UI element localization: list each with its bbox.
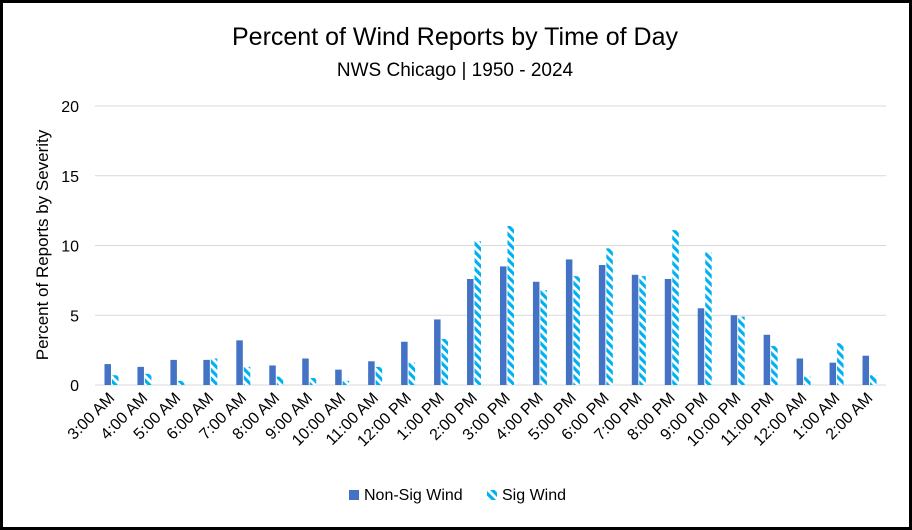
bar-sig-wind <box>210 358 218 385</box>
bar-non-sig-wind <box>862 355 870 385</box>
bar-sig-wind <box>639 276 646 385</box>
bar-non-sig-wind <box>829 362 837 385</box>
chart-subtitle: NWS Chicago | 1950 - 2024 <box>337 60 574 81</box>
bar-sig-wind <box>375 366 383 385</box>
bar-sig-wind <box>276 376 284 385</box>
bar-non-sig-wind <box>467 278 474 385</box>
bar-non-sig-wind <box>763 334 771 385</box>
y-tick-label: 10 <box>61 239 79 256</box>
y-tick-label: 0 <box>70 378 79 395</box>
bar-sig-wind <box>243 366 251 385</box>
bar-sig-wind <box>837 343 844 385</box>
bar-sig-wind <box>408 362 416 385</box>
bar-non-sig-wind <box>104 364 111 385</box>
bar-non-sig-wind <box>499 266 507 385</box>
bar-sig-wind <box>771 345 778 385</box>
bar-sig-wind <box>111 375 119 385</box>
legend-swatch-sig-wind <box>487 490 497 500</box>
y-tick-label: 15 <box>61 169 79 186</box>
bar-non-sig-wind <box>170 359 177 385</box>
bar-non-sig-wind <box>532 281 540 385</box>
bar-non-sig-wind <box>335 369 342 385</box>
bar-sig-wind <box>342 380 350 385</box>
bar-non-sig-wind <box>236 340 243 385</box>
bar-sig-wind <box>870 375 877 385</box>
chart-title: Percent of Wind Reports by Time of Day <box>232 23 679 51</box>
bar-sig-wind <box>474 241 482 385</box>
bar-non-sig-wind <box>796 358 804 385</box>
bar-non-sig-wind <box>565 259 573 385</box>
bar-sig-wind <box>804 376 811 385</box>
bar-sig-wind <box>144 373 152 385</box>
bar-non-sig-wind <box>434 319 441 385</box>
bar-non-sig-wind <box>664 278 672 385</box>
bar-sig-wind <box>573 276 580 385</box>
x-axis-ticks: 3:00 AM4:00 AM5:00 AM6:00 AM7:00 AM8:00 … <box>65 390 877 450</box>
bar-sig-wind <box>606 248 613 385</box>
bar-sig-wind <box>738 316 745 385</box>
legend-label-sig-wind: Sig Wind <box>502 487 566 504</box>
bar-sig-wind <box>705 252 712 385</box>
gridlines <box>95 105 886 386</box>
y-axis-label: Percent of Reports by Severity <box>33 129 52 360</box>
bar-sig-wind <box>507 225 514 385</box>
legend-swatch-non-sig-wind <box>349 490 359 500</box>
y-axis-ticks: 0 5 10 15 20 <box>61 99 79 395</box>
legend-label-non-sig-wind: Non-Sig Wind <box>364 487 463 504</box>
y-tick-label: 5 <box>70 308 79 325</box>
bar-sig-wind <box>309 378 317 385</box>
bar-non-sig-wind <box>137 366 144 385</box>
bar-sig-wind <box>540 290 547 385</box>
bar-sig-wind <box>672 230 679 385</box>
bar-non-sig-wind <box>697 308 705 385</box>
bar-sig-wind <box>441 338 449 385</box>
bar-non-sig-wind <box>269 365 276 385</box>
bar-non-sig-wind <box>302 358 309 385</box>
bar-non-sig-wind <box>598 265 606 385</box>
legend: Non-Sig Wind Sig Wind <box>349 487 566 504</box>
bars <box>104 225 877 385</box>
bar-non-sig-wind <box>368 361 375 385</box>
y-tick-label: 20 <box>61 99 79 116</box>
bar-non-sig-wind <box>631 274 639 385</box>
bar-non-sig-wind <box>730 315 738 385</box>
bar-non-sig-wind <box>401 341 408 385</box>
bar-non-sig-wind <box>203 359 210 385</box>
bar-sig-wind <box>177 380 185 385</box>
